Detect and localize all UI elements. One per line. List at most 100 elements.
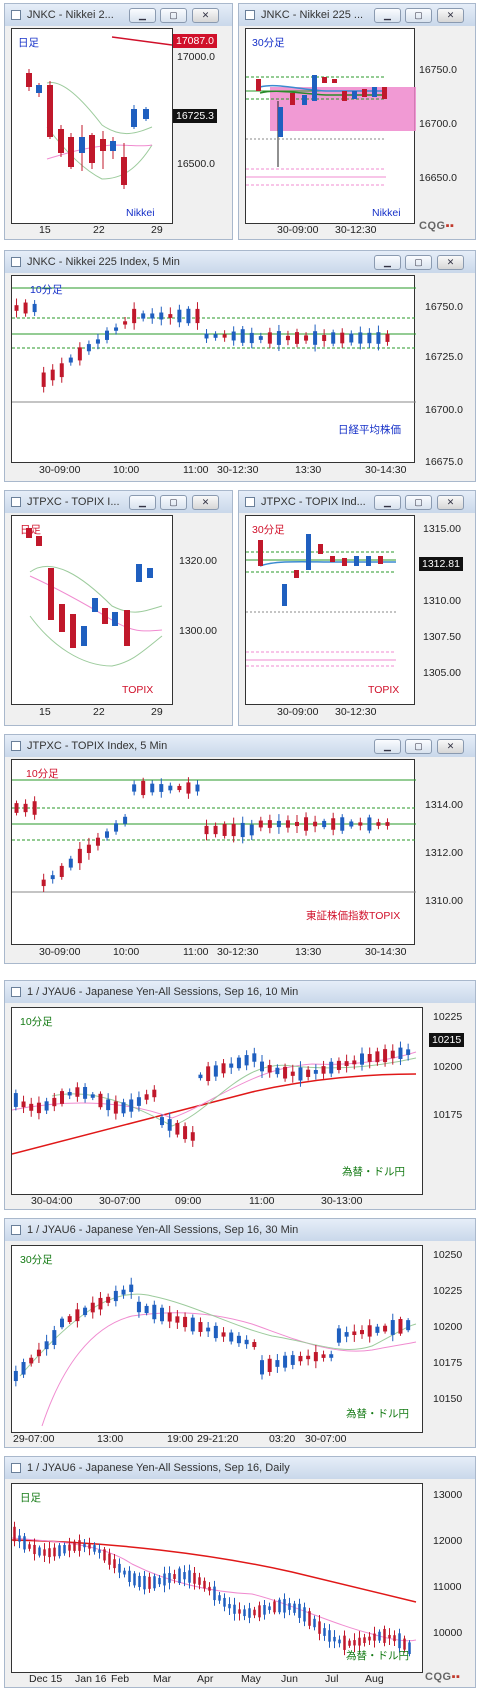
- minimize-button[interactable]: ▁: [374, 8, 401, 23]
- title-bar[interactable]: JTPXC - TOPIX Index, 5 Min ▁ ▢ ✕: [5, 735, 475, 757]
- candle: [158, 1577, 161, 1585]
- maximize-button[interactable]: ▢: [160, 495, 187, 510]
- candle: [236, 1057, 241, 1069]
- candle: [213, 825, 218, 835]
- chart-plot-area[interactable]: 10分足 日経平均株価: [11, 275, 416, 463]
- chart-window-nikkei-daily[interactable]: JNKC - Nikkei 2... ▁ ▢ ✕: [4, 3, 233, 240]
- minimize-button[interactable]: ▁: [374, 495, 401, 510]
- candle: [328, 1630, 331, 1642]
- maximize-button[interactable]: ▢: [405, 739, 432, 754]
- candle: [48, 1548, 51, 1558]
- y-tick: 1305.00: [423, 667, 461, 679]
- chart-plot-area[interactable]: 10分足 東証株価指数TOPIX: [11, 759, 416, 945]
- y-tick: 16675.0: [425, 456, 463, 468]
- candle: [190, 1317, 195, 1332]
- chart-svg: [13, 1277, 417, 1427]
- candle: [77, 347, 82, 361]
- title-bar[interactable]: JNKC - Nikkei 225 ... ▁ ▢ ✕: [239, 4, 475, 26]
- candle: [263, 1605, 266, 1615]
- candle: [183, 1126, 188, 1140]
- chart-window-topix-30min[interactable]: JTPXC - TOPIX Ind... ▁ ▢ ✕: [238, 490, 476, 726]
- minimize-button[interactable]: ▁: [129, 495, 156, 510]
- close-button[interactable]: ✕: [192, 495, 219, 510]
- candle: [358, 332, 363, 344]
- title-bar[interactable]: JNKC - Nikkei 225 Index, 5 Min ▁ ▢ ✕: [5, 251, 475, 273]
- timeframe-label: 日足: [20, 1492, 41, 1504]
- chart-window-nikkei-30min[interactable]: JNKC - Nikkei 225 ... ▁ ▢ ✕: [238, 3, 476, 240]
- chart-window-yen-daily[interactable]: 1 / JYAU6 - Japanese Yen-All Sessions, S…: [4, 1456, 476, 1688]
- close-button[interactable]: ✕: [437, 255, 464, 270]
- minimize-button[interactable]: ▁: [374, 255, 401, 270]
- title-bar[interactable]: JTPXC - TOPIX Ind... ▁ ▢ ✕: [239, 491, 475, 513]
- close-button[interactable]: ✕: [192, 8, 219, 23]
- y-tick: 1310.00: [425, 895, 463, 907]
- title-bar[interactable]: 1 / JYAU6 - Japanese Yen-All Sessions, S…: [5, 1219, 475, 1241]
- maximize-button[interactable]: ▢: [405, 255, 432, 270]
- candle: [41, 879, 46, 887]
- instrument-label: 東証株価指数TOPIX: [306, 910, 401, 922]
- candle: [38, 1547, 41, 1556]
- candle: [52, 1330, 57, 1345]
- candle: [352, 91, 357, 99]
- y-tick: 1312.00: [425, 847, 463, 859]
- close-button[interactable]: ✕: [437, 739, 464, 754]
- x-tick: 30-07:00: [305, 1433, 347, 1445]
- candle: [344, 1061, 349, 1066]
- maximize-button[interactable]: ▢: [405, 495, 432, 510]
- candle: [366, 556, 371, 566]
- chart-plot-area[interactable]: 30分足 Nikkei: [245, 28, 416, 224]
- title-bar[interactable]: 1 / JYAU6 - Japanese Yen-All Sessions, S…: [5, 1457, 475, 1479]
- candle: [36, 536, 42, 546]
- candle: [236, 1335, 241, 1344]
- x-tick: 22: [93, 706, 105, 718]
- candle: [278, 1599, 281, 1613]
- minimize-button[interactable]: ▁: [374, 739, 401, 754]
- candle: [98, 1297, 103, 1310]
- window-icon: [245, 10, 255, 20]
- candle: [222, 824, 227, 836]
- candle: [59, 363, 64, 378]
- candle: [243, 1609, 246, 1617]
- candle: [160, 1117, 164, 1126]
- chart-window-yen-10min[interactable]: 1 / JYAU6 - Japanese Yen-All Sessions, S…: [4, 980, 476, 1210]
- candle: [75, 1087, 80, 1097]
- x-tick: 11:00: [183, 464, 209, 476]
- timeframe-label: 30分足: [20, 1254, 53, 1266]
- candle: [258, 540, 263, 566]
- minimize-button[interactable]: ▁: [129, 8, 156, 23]
- window-title: JTPXC - TOPIX I...: [27, 496, 120, 508]
- chart-window-yen-30min[interactable]: 1 / JYAU6 - Japanese Yen-All Sessions, S…: [4, 1218, 476, 1448]
- title-bar[interactable]: JNKC - Nikkei 2... ▁ ▢ ✕: [5, 4, 232, 26]
- title-bar[interactable]: 1 / JYAU6 - Japanese Yen-All Sessions, S…: [5, 981, 475, 1003]
- candle: [253, 1609, 256, 1616]
- maximize-button[interactable]: ▢: [405, 8, 432, 23]
- y-tick: 1320.00: [179, 555, 217, 567]
- chart-window-nikkei-5min[interactable]: JNKC - Nikkei 225 Index, 5 Min ▁ ▢ ✕ 10分…: [4, 250, 476, 482]
- candle: [283, 1599, 286, 1613]
- close-button[interactable]: ✕: [437, 8, 464, 23]
- candle: [358, 1637, 361, 1646]
- candle: [144, 1094, 149, 1100]
- candle: [68, 1544, 71, 1551]
- x-tick: 30-14:30: [365, 946, 407, 958]
- candle: [102, 608, 108, 624]
- candle: [288, 1603, 291, 1610]
- x-tick: 13:00: [97, 1433, 124, 1445]
- chart-plot-area[interactable]: 日足 為替・ドル円: [11, 1483, 423, 1673]
- maximize-button[interactable]: ▢: [160, 8, 187, 23]
- candle: [186, 782, 191, 794]
- x-tick: 22: [93, 224, 105, 236]
- chart-plot-area[interactable]: 30分足 TOPIX: [245, 515, 415, 705]
- candle: [298, 1603, 301, 1618]
- candle: [367, 1054, 372, 1062]
- chart-window-topix-daily[interactable]: JTPXC - TOPIX I... ▁ ▢ ✕: [4, 490, 233, 726]
- chart-plot-area[interactable]: 日足 TOPIX: [11, 515, 173, 705]
- window-icon: [11, 1463, 21, 1473]
- candle: [322, 77, 327, 83]
- chart-plot-area[interactable]: 30分足 為替・ドル円: [11, 1245, 423, 1433]
- chart-window-topix-5min[interactable]: JTPXC - TOPIX Index, 5 Min ▁ ▢ ✕ 10分足 東証…: [4, 734, 476, 964]
- title-bar[interactable]: JTPXC - TOPIX I... ▁ ▢ ✕: [5, 491, 232, 513]
- close-button[interactable]: ✕: [437, 495, 464, 510]
- chart-plot-area[interactable]: 日足 Nikkei: [11, 28, 173, 224]
- chart-plot-area[interactable]: 10分足 為替・ドル円: [11, 1007, 423, 1195]
